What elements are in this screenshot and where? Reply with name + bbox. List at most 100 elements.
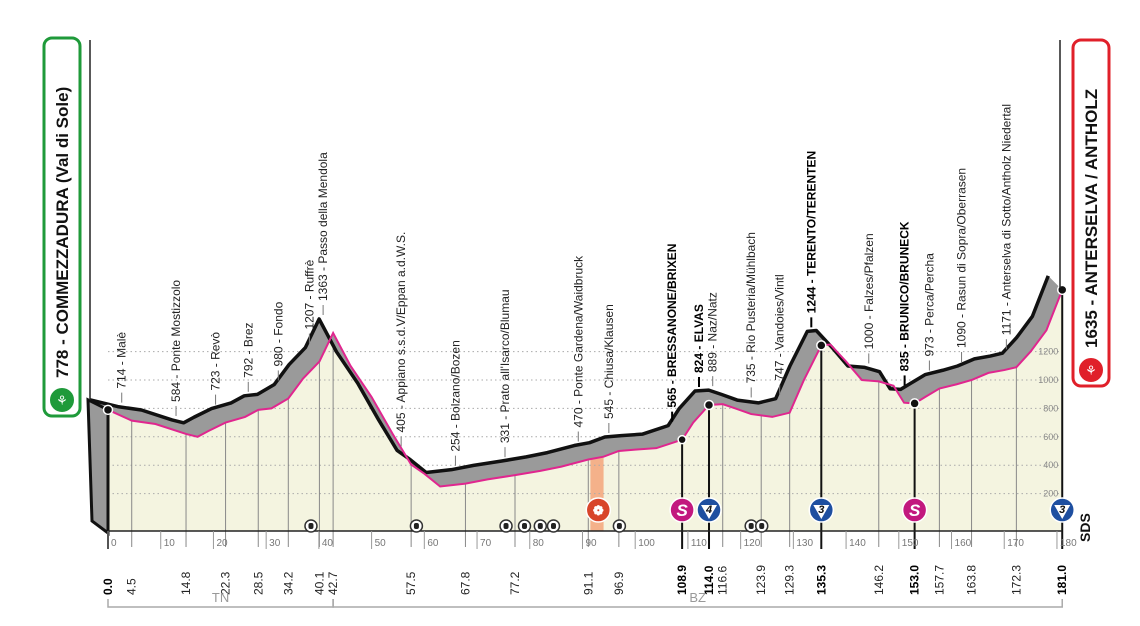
waypoint-label: 1207 - Ruffrè xyxy=(302,259,316,329)
waypoint-label: 545 - Chiusa/Klausen xyxy=(602,304,616,419)
altitude-tick-label: 200 xyxy=(1043,489,1058,499)
tunnel-icon xyxy=(499,519,513,533)
tunnel-icon xyxy=(612,519,627,533)
tunnel-icon xyxy=(754,519,769,533)
waypoint-label: 980 - Fondo xyxy=(271,301,285,366)
sprint-icon xyxy=(669,497,695,523)
waypoint-label: 889 - Naz/Natz xyxy=(706,292,720,372)
sprint-letter: S xyxy=(676,501,688,520)
tunnel-icon xyxy=(304,519,318,533)
x-tick-label: 170 xyxy=(1007,538,1024,549)
tunnel-icon xyxy=(409,519,424,533)
waypoint-dot xyxy=(816,340,827,351)
x-tick-label: 100 xyxy=(638,538,655,549)
tunnel-icon xyxy=(533,519,548,533)
waypoint-label: 747 - Vandoies/Vintl xyxy=(773,274,787,380)
profile-ribbon xyxy=(90,275,1063,487)
kom-category: 4 xyxy=(705,504,712,516)
region-label: TN xyxy=(212,590,229,605)
tunnel-icon-door xyxy=(748,523,754,529)
start-box-title: 778 - COMMEZZADURA (Val di Sole) xyxy=(53,87,72,378)
waypoint-label: 1363 - Passo della Mendola xyxy=(316,152,330,301)
start-box: 778 - COMMEZZADURA (Val di Sole) ⚘ xyxy=(42,36,82,418)
waypoint-label: 735 - Rio Pusteria/Mühlbach xyxy=(744,232,758,383)
x-tick-label: 160 xyxy=(955,538,972,549)
tunnel-icon-door xyxy=(521,523,527,529)
waypoint-label: 331 - Prato all'Isarco/Blumau xyxy=(498,289,512,443)
waypoint-label: 1090 - Rasun di Sopra/Oberrasen xyxy=(955,168,969,348)
sprint-marker: S xyxy=(669,497,695,523)
kom-triangle-icon xyxy=(701,505,718,519)
sprint-icon xyxy=(901,497,928,523)
km-label: 14.8 xyxy=(179,571,193,595)
waypoint-label: 254 - Bolzano/Bozen xyxy=(448,340,462,451)
waypoint-label: 1000 - Falzes/Pfalzen xyxy=(862,233,876,349)
x-tick-label: 150 xyxy=(902,538,919,549)
km-label: 91.1 xyxy=(581,571,595,595)
kom-category: 3 xyxy=(1059,504,1065,516)
x-tick-label: 120 xyxy=(744,538,761,549)
km-label: 108.9 xyxy=(675,565,689,595)
tunnel-icon-door xyxy=(550,523,556,529)
tunnel-icon xyxy=(546,519,561,533)
fork-knife-icon: ❁ xyxy=(593,503,604,518)
x-tick-label: 10 xyxy=(164,538,176,549)
waypoint-dot xyxy=(1056,284,1068,296)
waypoint-label: 470 - Ponte Gardena/Waidbruck xyxy=(571,255,585,428)
x-tick-label: 110 xyxy=(691,538,707,549)
x-tick-label: 0 xyxy=(111,538,117,549)
km-label: 172.3 xyxy=(1009,565,1023,595)
km-label: 181.0 xyxy=(1055,565,1069,595)
profile-line xyxy=(89,275,1050,475)
region-bracket xyxy=(332,599,1063,608)
x-tick-label: 40 xyxy=(322,538,334,549)
x-tick-label: 90 xyxy=(585,538,597,549)
tunnel-icon xyxy=(517,519,532,533)
tunnel-icon-door xyxy=(503,523,509,529)
x-tick-label: 50 xyxy=(375,538,387,549)
x-tick-label: 180 xyxy=(1060,538,1077,549)
region-label: BZ xyxy=(689,590,706,605)
profile-fill xyxy=(108,289,1063,531)
waypoint-dot xyxy=(703,399,715,411)
km-label: 96.9 xyxy=(612,571,626,595)
km-label: 40.1 xyxy=(312,571,326,595)
kom-category: 3 xyxy=(818,504,824,516)
start-box-frame xyxy=(42,36,82,418)
km-label: 114.0 xyxy=(702,565,716,595)
tunnel-icon-door xyxy=(616,523,622,529)
kom-triangle-icon xyxy=(813,505,830,519)
altitude-tick-label: 600 xyxy=(1043,432,1058,442)
km-label: 135.3 xyxy=(814,565,828,595)
km-label: 42.7 xyxy=(326,571,340,595)
altitude-tick-label: 1000 xyxy=(1038,375,1058,385)
waypoint-label: 1171 - Anterselva di Sotto/Antholz Niede… xyxy=(999,104,1013,335)
km-label: 153.0 xyxy=(908,565,922,595)
km-label: 28.5 xyxy=(251,571,265,595)
waypoint-dot xyxy=(102,404,114,416)
finish-box: 1635 - ANTERSELVA / ANTHOLZ ⚘ xyxy=(1071,38,1111,388)
cyclist-glyph: ⚘ xyxy=(56,393,68,408)
start-wall xyxy=(86,397,110,536)
kom-triangle-icon xyxy=(1054,505,1071,519)
x-tick-label: 60 xyxy=(427,538,439,549)
waypoint-dot xyxy=(677,434,687,445)
waypoint-label: 565 - BRESSANONE/BRIXEN xyxy=(665,244,679,408)
km-label: 67.8 xyxy=(458,571,472,595)
altitude-tick-label: 1200 xyxy=(1038,347,1058,357)
waypoint-dot xyxy=(909,398,920,409)
sprint-letter: S xyxy=(909,501,921,520)
km-label: 0.0 xyxy=(101,578,115,595)
cyclist-glyph: ⚘ xyxy=(1085,363,1097,378)
cyclist-icon xyxy=(1077,356,1105,384)
sprint-marker: S xyxy=(901,497,928,523)
feed-icon xyxy=(585,497,612,523)
waypoint-label: 792 - Brez xyxy=(241,322,255,377)
altitude-tick-label: 800 xyxy=(1043,403,1058,413)
finish-box-frame xyxy=(1071,38,1111,388)
waypoint-label: 835 - BRUNICO/BRUNECK xyxy=(898,221,912,371)
x-tick-label: 80 xyxy=(533,538,545,549)
km-label: 163.8 xyxy=(965,565,979,595)
km-label: 77.2 xyxy=(508,571,522,595)
